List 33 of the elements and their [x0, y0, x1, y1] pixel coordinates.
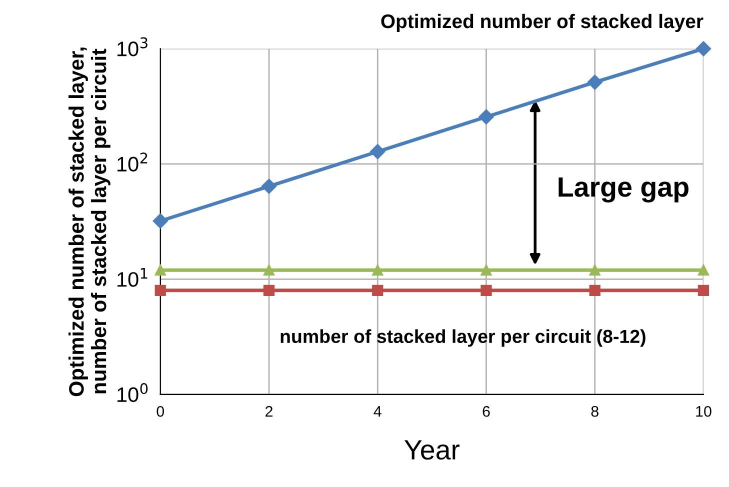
point — [261, 178, 277, 194]
x-tick-label: 4 — [374, 406, 382, 417]
x-tick-label: 2 — [266, 406, 272, 417]
point — [698, 264, 710, 276]
point — [698, 284, 710, 296]
x-tick-label: 0 — [156, 406, 164, 417]
point — [478, 109, 494, 124]
point — [263, 264, 275, 276]
point — [263, 284, 275, 296]
x-tick-label: 6 — [482, 406, 490, 417]
annotation: Large gap — [558, 177, 688, 202]
point — [372, 284, 384, 296]
annotation: number of stacked layer per circuit (8-12) — [280, 329, 646, 347]
y-tick-label: 10$^{2}$ — [118, 152, 148, 172]
y-tick-label: 10$^{3}$ — [118, 37, 148, 56]
x-tick-label: 8 — [591, 406, 598, 417]
point — [587, 74, 602, 90]
point — [154, 264, 166, 276]
point — [696, 41, 712, 56]
annotation: Optimized number of stacked layer — [381, 14, 704, 32]
point — [370, 144, 386, 160]
y-tick-label: 10$^{0}$ — [118, 383, 148, 402]
x-tick-label: 10 — [696, 406, 712, 417]
point — [589, 284, 600, 296]
x-axis-title: Year — [404, 440, 460, 460]
point — [589, 264, 600, 276]
point — [480, 264, 492, 276]
y-tick-label: 10$^{1}$ — [118, 268, 148, 287]
y-axis-title: Optimized number of stacked layer, number of stacked layer per circuit — [68, 48, 110, 396]
point — [152, 213, 168, 229]
point — [372, 264, 384, 276]
point — [154, 284, 166, 296]
point — [480, 284, 492, 296]
